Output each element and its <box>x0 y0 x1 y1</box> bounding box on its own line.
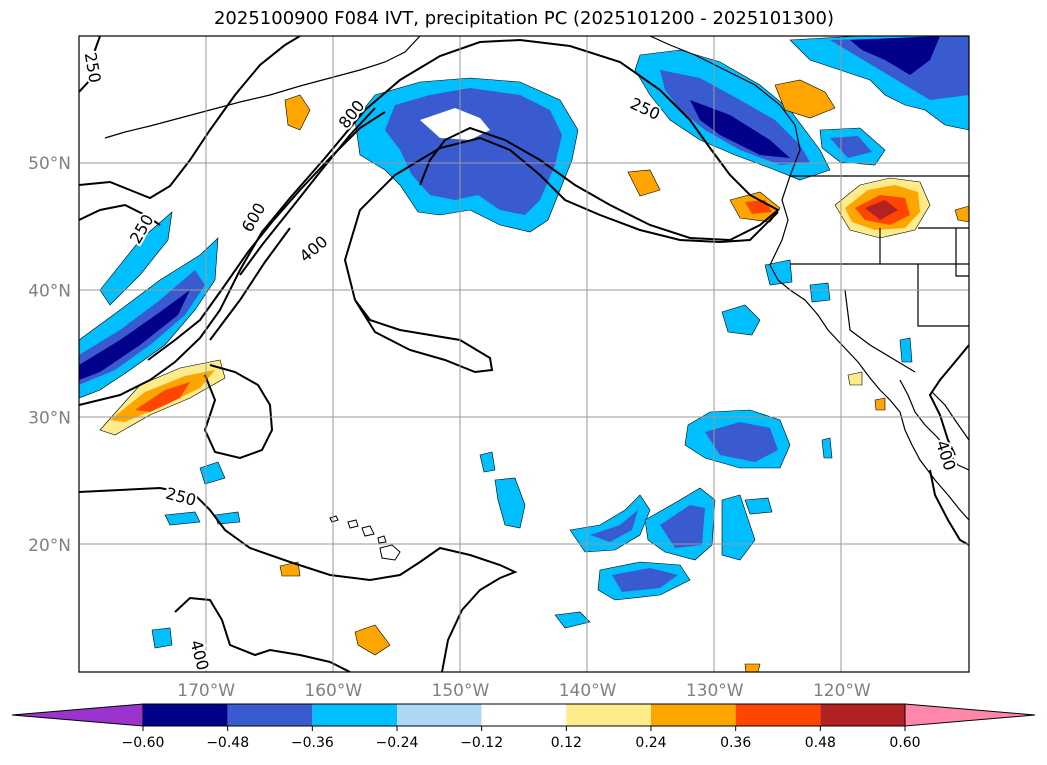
colorbar-tick-label: 0.12 <box>551 735 582 751</box>
lon-tick-label: 170°W <box>177 681 235 701</box>
colorbar-extend-low <box>11 703 144 727</box>
colorbar-segment <box>651 704 736 726</box>
lat-tick-label: 20°N <box>28 536 71 556</box>
colorbar-segment <box>481 704 567 726</box>
colorbar-segment <box>566 704 651 726</box>
graticule <box>79 36 969 672</box>
colorbar-frame <box>142 703 906 727</box>
lon-tick-label: 140°W <box>559 681 617 701</box>
colorbar-tick-label: 0.48 <box>805 735 836 751</box>
lat-tick-label: 50°N <box>28 154 71 174</box>
colorbar-tick-label: −0.24 <box>376 735 419 751</box>
longitude-labels: 170°W 160°W 150°W 140°W 130°W 120°W <box>177 681 871 701</box>
latitude-labels: 50°N 40°N 30°N 20°N <box>28 154 71 556</box>
colorbar-tick-label: 0.24 <box>635 735 666 751</box>
colorbar-extend-high <box>904 703 1036 727</box>
ivt-contours <box>79 36 969 672</box>
lon-tick-label: 120°W <box>813 681 871 701</box>
map-title: 2025100900 F084 IVT, precipitation PC (2… <box>213 8 835 29</box>
colorbar-tick-label: 0.36 <box>720 735 751 751</box>
colorbar-tick-label: −0.12 <box>460 735 503 751</box>
lat-tick-label: 40°N <box>28 281 71 301</box>
colorbar-segment <box>143 704 228 726</box>
coastlines <box>104 36 969 521</box>
lon-tick-label: 160°W <box>304 681 362 701</box>
colorbar-segment <box>735 704 821 726</box>
lat-tick-label: 30°N <box>28 409 71 429</box>
colorbar-tick-label: −0.60 <box>122 735 165 751</box>
colorbar-tick-label: 0.60 <box>889 735 920 751</box>
lon-tick-label: 130°W <box>686 681 744 701</box>
colorbar-segment <box>312 704 397 726</box>
colorbar-segment <box>397 704 482 726</box>
colorbar-segment <box>227 704 313 726</box>
map-frame <box>78 35 970 673</box>
hawaii-islands <box>329 515 401 561</box>
precip-anomaly-fill <box>79 36 969 672</box>
colorbar-tick-label: −0.36 <box>291 735 334 751</box>
colorbar-segment <box>820 704 905 726</box>
colorbar-tick-label: −0.48 <box>206 735 249 751</box>
colorbar: −0.60 −0.48 −0.36 −0.24 −0.12 0.12 0.24 0.36 0.4… <box>11 703 1036 751</box>
lon-tick-label: 150°W <box>432 681 490 701</box>
